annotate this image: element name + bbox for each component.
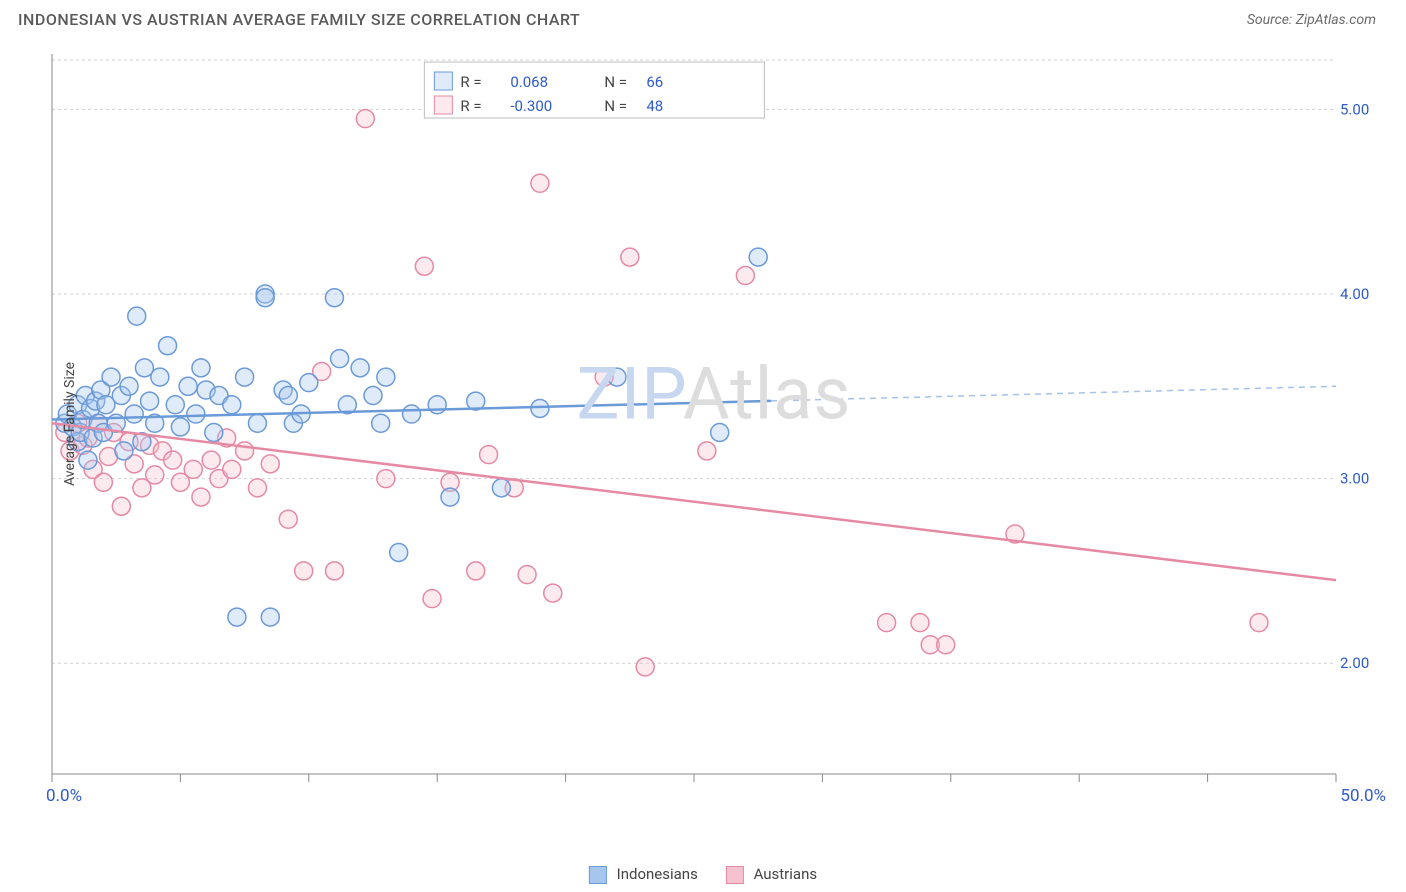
scatter-chart: 2.00 3.00 4.00 5.00 R = 0.068 N = 66 R = -0.300 N … bbox=[44, 44, 1384, 804]
svg-text:R =: R = bbox=[460, 97, 481, 115]
legend-item-austrians: Austrians bbox=[726, 865, 817, 884]
legend-swatch-indonesians bbox=[589, 866, 607, 884]
svg-text:66: 66 bbox=[646, 73, 663, 91]
legend-bottom: Indonesians Austrians bbox=[589, 865, 817, 884]
chart-area: Average Family Size 2.00 3.00 4.00 5.00 R = 0… bbox=[44, 44, 1384, 804]
header: INDONESIAN VS AUSTRIAN AVERAGE FAMILY SI… bbox=[0, 0, 1406, 35]
chart-title: INDONESIAN VS AUSTRIAN AVERAGE FAMILY SI… bbox=[18, 10, 580, 29]
svg-text:3.00: 3.00 bbox=[1340, 470, 1369, 488]
svg-text:0.068: 0.068 bbox=[510, 73, 548, 91]
svg-text:-0.300: -0.300 bbox=[510, 97, 552, 115]
source-label: Source: ZipAtlas.com bbox=[1247, 12, 1376, 28]
legend-label: Austrians bbox=[754, 865, 818, 883]
svg-text:2.00: 2.00 bbox=[1340, 654, 1369, 672]
x-axis-max-label: 50.0% bbox=[1340, 786, 1386, 806]
svg-text:4.00: 4.00 bbox=[1340, 285, 1369, 303]
svg-text:48: 48 bbox=[646, 97, 663, 115]
y-axis-label: Average Family Size bbox=[62, 362, 78, 486]
legend-item-indonesians: Indonesians bbox=[589, 865, 698, 884]
svg-text:5.00: 5.00 bbox=[1340, 100, 1369, 118]
svg-text:N =: N = bbox=[604, 73, 627, 91]
svg-text:N =: N = bbox=[604, 97, 627, 115]
legend-swatch-austrians bbox=[726, 866, 744, 884]
svg-text:R =: R = bbox=[460, 73, 481, 91]
legend-label: Indonesians bbox=[617, 865, 698, 883]
x-axis-min-label: 0.0% bbox=[46, 786, 82, 806]
